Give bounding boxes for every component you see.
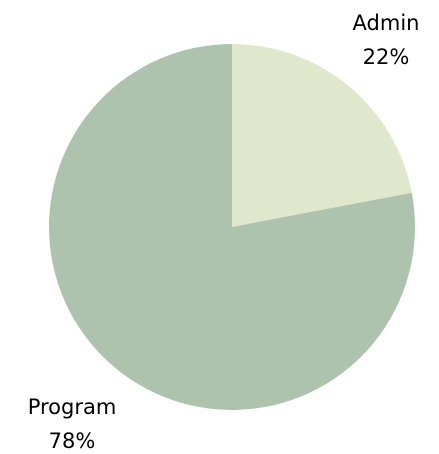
pie-slice-program xyxy=(48,44,415,410)
slice-label-admin: Admin xyxy=(353,11,420,35)
slice-value-label-program: 78% xyxy=(49,429,96,453)
pie-slice-admin xyxy=(232,44,412,227)
slice-label-program: Program xyxy=(28,395,117,419)
slice-value-label-admin: 22% xyxy=(363,45,410,69)
